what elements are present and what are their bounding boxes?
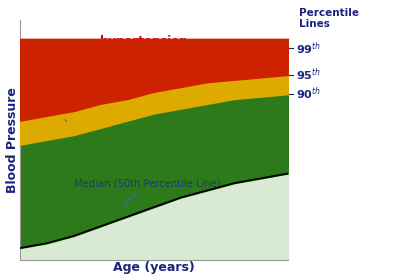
Text: Median (50th Percentile Line): Median (50th Percentile Line) xyxy=(74,178,220,205)
X-axis label: Age (years): Age (years) xyxy=(113,262,195,274)
Text: prehypertension: prehypertension xyxy=(58,71,167,92)
Y-axis label: Blood Pressure: Blood Pressure xyxy=(6,87,18,193)
Text: normal: normal xyxy=(31,102,77,121)
Text: 95$^{th}$: 95$^{th}$ xyxy=(296,67,321,83)
Text: hypertension: hypertension xyxy=(100,35,188,65)
Text: Percentile
Lines: Percentile Lines xyxy=(299,8,359,29)
Text: 90$^{th}$: 90$^{th}$ xyxy=(296,86,321,102)
Text: 99$^{th}$: 99$^{th}$ xyxy=(296,40,321,57)
